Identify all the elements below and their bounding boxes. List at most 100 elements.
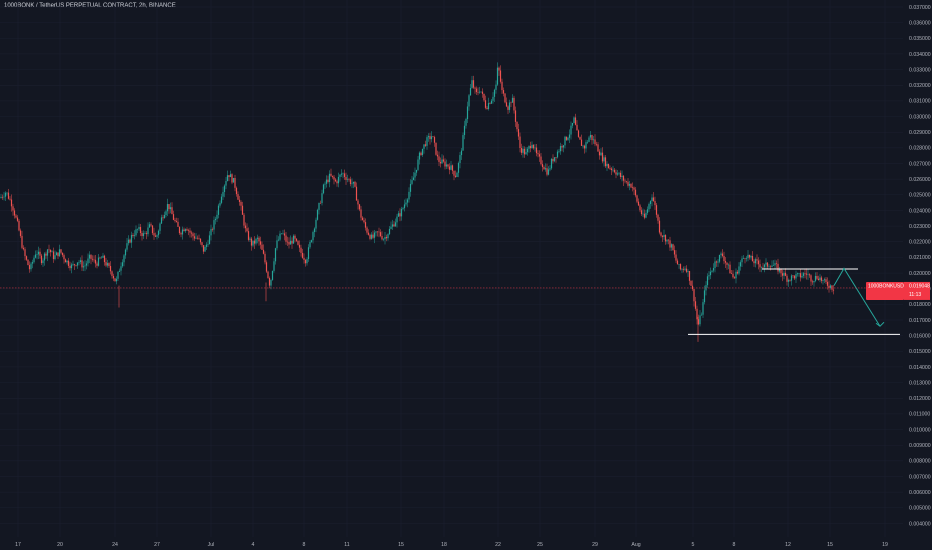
candle bbox=[664, 235, 667, 242]
candle bbox=[616, 173, 619, 175]
candle bbox=[649, 201, 652, 204]
candle bbox=[634, 189, 637, 196]
candle bbox=[163, 214, 166, 219]
candle bbox=[7, 192, 10, 199]
candle bbox=[523, 148, 526, 155]
candle bbox=[114, 278, 116, 282]
candle bbox=[567, 137, 569, 140]
candle bbox=[64, 259, 67, 263]
candle bbox=[732, 273, 734, 278]
candle bbox=[510, 102, 512, 104]
candle bbox=[0, 196, 2, 198]
candle bbox=[151, 225, 154, 234]
candle bbox=[474, 87, 476, 89]
y-tick-label: 0.031000 bbox=[909, 99, 931, 105]
y-tick-label: 0.028000 bbox=[909, 146, 931, 152]
candle bbox=[621, 175, 623, 177]
candle bbox=[76, 262, 79, 266]
candle bbox=[37, 251, 40, 255]
candle bbox=[630, 183, 632, 188]
candle bbox=[822, 280, 824, 281]
candle bbox=[685, 268, 688, 272]
candle bbox=[612, 169, 614, 171]
candle bbox=[528, 146, 530, 149]
candle bbox=[22, 247, 25, 250]
x-tick-label: 8 bbox=[303, 542, 306, 548]
candle bbox=[360, 209, 362, 218]
candle bbox=[559, 146, 562, 152]
candle bbox=[547, 169, 550, 175]
candle bbox=[508, 102, 511, 110]
candle bbox=[306, 259, 308, 264]
candle bbox=[91, 258, 94, 260]
candle bbox=[282, 233, 284, 235]
candle bbox=[222, 192, 224, 197]
candle bbox=[451, 165, 454, 171]
candle bbox=[172, 214, 175, 220]
candle bbox=[355, 186, 358, 201]
candle bbox=[3, 196, 5, 198]
candle bbox=[828, 285, 830, 288]
candle bbox=[288, 242, 290, 245]
candle bbox=[691, 285, 694, 290]
candle bbox=[574, 117, 577, 125]
candle bbox=[382, 239, 385, 240]
candle bbox=[739, 262, 742, 267]
candle bbox=[162, 217, 164, 219]
candle bbox=[639, 205, 641, 211]
candle bbox=[633, 187, 635, 190]
candle bbox=[343, 173, 346, 177]
candle bbox=[97, 257, 100, 266]
candle bbox=[597, 144, 599, 152]
candle bbox=[466, 106, 469, 120]
candle bbox=[747, 254, 749, 259]
y-tick-label: 0.036000 bbox=[909, 20, 931, 26]
candle bbox=[58, 249, 61, 257]
candle bbox=[606, 163, 608, 167]
candle bbox=[543, 167, 545, 170]
candle bbox=[363, 220, 365, 223]
candle bbox=[312, 232, 314, 241]
candle bbox=[774, 263, 776, 266]
y-tick-label: 0.026000 bbox=[909, 177, 931, 183]
candle bbox=[211, 229, 214, 230]
candle bbox=[393, 224, 395, 227]
candle bbox=[309, 241, 311, 248]
candle bbox=[372, 234, 374, 238]
candle bbox=[450, 165, 452, 170]
candle bbox=[108, 263, 110, 267]
x-tick-label: 17 bbox=[15, 542, 21, 548]
candle bbox=[429, 136, 431, 140]
candle bbox=[741, 258, 743, 263]
candle bbox=[613, 169, 616, 173]
candle bbox=[361, 217, 364, 221]
candle bbox=[786, 275, 788, 282]
candle bbox=[118, 270, 121, 272]
price-badge-value: 0.019048 bbox=[909, 284, 930, 290]
candle bbox=[430, 136, 433, 140]
y-tick-label: 0.007000 bbox=[909, 474, 931, 480]
candle bbox=[321, 193, 323, 204]
candle bbox=[250, 238, 253, 246]
candle bbox=[795, 274, 797, 279]
candle bbox=[433, 137, 436, 143]
candle bbox=[13, 210, 16, 216]
candle bbox=[810, 275, 812, 282]
candle bbox=[186, 229, 188, 231]
candle bbox=[295, 238, 298, 241]
candle bbox=[594, 139, 596, 145]
candle bbox=[586, 141, 589, 143]
candle bbox=[283, 233, 286, 236]
candle bbox=[148, 224, 151, 228]
candle bbox=[10, 199, 13, 207]
candle bbox=[831, 285, 833, 290]
candle bbox=[55, 252, 58, 256]
candle bbox=[301, 252, 304, 258]
candle bbox=[271, 270, 274, 280]
y-tick-label: 0.004000 bbox=[909, 521, 931, 527]
candle bbox=[534, 147, 536, 149]
candle bbox=[274, 248, 277, 262]
candle bbox=[174, 219, 176, 222]
candle bbox=[79, 260, 82, 262]
